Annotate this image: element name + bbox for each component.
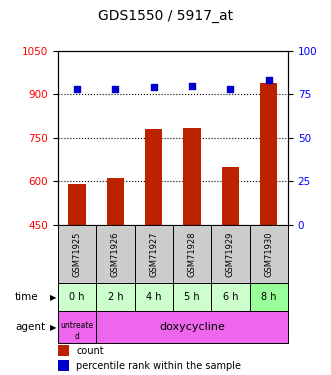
Bar bbox=[58, 345, 70, 356]
Text: GSM71929: GSM71929 bbox=[226, 231, 235, 277]
Text: agent: agent bbox=[15, 322, 45, 332]
Text: doxycycline: doxycycline bbox=[159, 322, 225, 332]
Bar bbox=[145, 129, 163, 225]
Bar bbox=[250, 283, 288, 311]
Text: count: count bbox=[76, 346, 104, 355]
Text: GSM71930: GSM71930 bbox=[264, 231, 273, 277]
Point bbox=[266, 77, 271, 83]
Bar bbox=[211, 225, 250, 283]
Bar bbox=[173, 225, 211, 283]
Text: 0 h: 0 h bbox=[70, 292, 85, 302]
Bar bbox=[183, 128, 201, 225]
Point bbox=[151, 84, 157, 90]
Bar bbox=[96, 283, 135, 311]
Text: untreate: untreate bbox=[61, 321, 94, 330]
Bar bbox=[58, 311, 96, 343]
Text: GSM71925: GSM71925 bbox=[72, 231, 82, 277]
Bar bbox=[96, 225, 135, 283]
Text: d: d bbox=[75, 332, 79, 341]
Bar bbox=[58, 225, 96, 283]
Bar bbox=[250, 225, 288, 283]
Bar bbox=[107, 178, 124, 225]
Point bbox=[228, 86, 233, 92]
Text: 5 h: 5 h bbox=[184, 292, 200, 302]
Bar bbox=[260, 82, 277, 225]
Text: 8 h: 8 h bbox=[261, 292, 276, 302]
Bar bbox=[173, 283, 211, 311]
Bar bbox=[135, 283, 173, 311]
Bar bbox=[69, 184, 86, 225]
Bar bbox=[58, 283, 96, 311]
Text: GSM71926: GSM71926 bbox=[111, 231, 120, 277]
Text: ▶: ▶ bbox=[50, 322, 56, 332]
Bar bbox=[58, 360, 70, 371]
Bar bbox=[135, 225, 173, 283]
Text: percentile rank within the sample: percentile rank within the sample bbox=[76, 361, 241, 370]
Point bbox=[113, 86, 118, 92]
Bar bbox=[222, 168, 239, 225]
Bar bbox=[96, 311, 288, 343]
Text: GSM71928: GSM71928 bbox=[188, 231, 197, 277]
Text: GDS1550 / 5917_at: GDS1550 / 5917_at bbox=[98, 9, 233, 23]
Text: 4 h: 4 h bbox=[146, 292, 162, 302]
Text: ▶: ▶ bbox=[50, 292, 56, 302]
Bar bbox=[211, 283, 250, 311]
Text: 2 h: 2 h bbox=[108, 292, 123, 302]
Text: time: time bbox=[15, 292, 38, 302]
Text: 6 h: 6 h bbox=[223, 292, 238, 302]
Point bbox=[74, 86, 80, 92]
Point bbox=[189, 82, 195, 88]
Text: GSM71927: GSM71927 bbox=[149, 231, 158, 277]
